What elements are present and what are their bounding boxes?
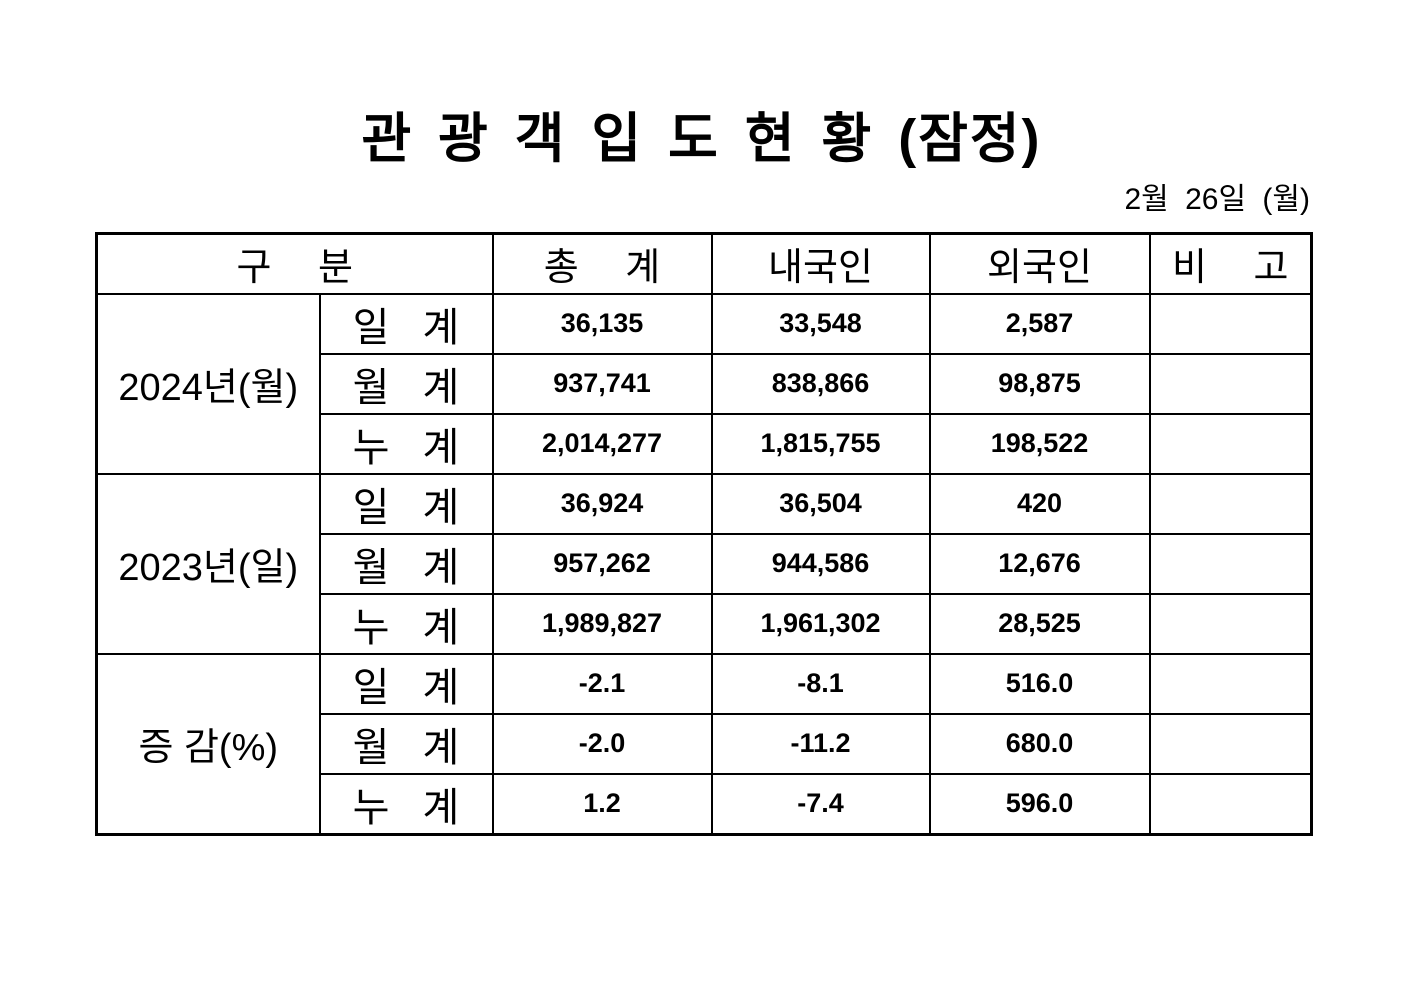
table-row-2024-cumulative: 누 계 2,014,277 1,815,755 198,522 [97, 412, 1313, 475]
foreign-value: 198,522 [928, 412, 1151, 475]
header-row: 구 분 총 계 내국인 외국인 비 고 [95, 232, 1313, 295]
col-header-foreign: 외국인 [928, 232, 1151, 295]
domestic-value: 36,504 [710, 472, 931, 535]
note-cell [1148, 532, 1313, 595]
table-row-change-cumulative: 누 계 1.2 -7.4 596.0 [97, 772, 1313, 835]
row-label-daily: 일 계 [318, 292, 494, 355]
total-value: -2.0 [491, 712, 713, 775]
foreign-value: 12,676 [928, 532, 1151, 595]
group-label-2023: 2023년(일) [95, 472, 321, 655]
row-label-cumulative: 누 계 [318, 772, 494, 835]
row-label-cumulative: 누 계 [318, 592, 494, 655]
row-label-monthly: 월 계 [318, 532, 494, 595]
total-value: 36,924 [491, 472, 713, 535]
table-row-2023-cumulative: 누 계 1,989,827 1,961,302 28,525 [97, 592, 1313, 655]
note-cell [1148, 472, 1313, 535]
foreign-value: 680.0 [928, 712, 1151, 775]
note-cell [1148, 592, 1313, 655]
note-cell [1148, 292, 1313, 355]
table-row-2023-daily: 2023년(일) 일 계 36,924 36,504 420 [95, 472, 1313, 655]
total-value: 957,262 [491, 532, 713, 595]
total-value: 1.2 [491, 772, 713, 835]
foreign-value: 28,525 [928, 592, 1151, 655]
total-value: -2.1 [491, 652, 713, 715]
foreign-value: 2,587 [928, 292, 1151, 355]
col-header-total: 총 계 [491, 232, 713, 295]
total-value: 937,741 [491, 352, 713, 415]
domestic-value: 33,548 [710, 292, 931, 355]
foreign-value: 516.0 [928, 652, 1151, 715]
domestic-value: -11.2 [710, 712, 931, 775]
note-cell [1148, 772, 1313, 835]
domestic-value: 944,586 [710, 532, 931, 595]
col-header-note: 비 고 [1148, 232, 1313, 295]
table-row-2023-monthly: 월 계 957,262 944,586 12,676 [97, 532, 1313, 595]
tourist-arrivals-table: 구 분 총 계 내국인 외국인 비 고 2024년(월) 일 계 36,135 … [95, 232, 1313, 836]
row-label-daily: 일 계 [318, 652, 494, 715]
page-title: 관 광 객 입 도 현 황 (잠정) [361, 109, 1042, 169]
foreign-value: 596.0 [928, 772, 1151, 835]
row-label-cumulative: 누 계 [318, 412, 494, 475]
total-value: 36,135 [491, 292, 713, 355]
note-cell [1148, 712, 1313, 775]
col-header-category: 구 분 [95, 232, 494, 295]
row-label-monthly: 월 계 [318, 712, 494, 775]
total-value: 1,989,827 [491, 592, 713, 655]
table-row-change-daily: 증 감(%) 일 계 -2.1 -8.1 516.0 [95, 652, 1313, 835]
table-row-2024-daily: 2024년(월) 일 계 36,135 33,548 2,587 [95, 292, 1313, 475]
note-cell [1148, 412, 1313, 475]
domestic-value: 838,866 [710, 352, 931, 415]
note-cell [1148, 652, 1313, 715]
table-row-2024-monthly: 월 계 937,741 838,866 98,875 [97, 352, 1313, 415]
group-label-2024: 2024년(월) [95, 292, 321, 475]
table-row-change-monthly: 월 계 -2.0 -11.2 680.0 [97, 712, 1313, 775]
note-cell [1148, 352, 1313, 415]
row-label-daily: 일 계 [318, 472, 494, 535]
domestic-value: 1,961,302 [710, 592, 931, 655]
col-header-domestic: 내국인 [710, 232, 931, 295]
total-value: 2,014,277 [491, 412, 713, 475]
domestic-value: -7.4 [710, 772, 931, 835]
domestic-value: 1,815,755 [710, 412, 931, 475]
row-label-monthly: 월 계 [318, 352, 494, 415]
foreign-value: 98,875 [928, 352, 1151, 415]
foreign-value: 420 [928, 472, 1151, 535]
group-label-change-pct: 증 감(%) [95, 652, 321, 835]
report-date: 2월 26일 (월) [1124, 183, 1310, 216]
domestic-value: -8.1 [710, 652, 931, 715]
